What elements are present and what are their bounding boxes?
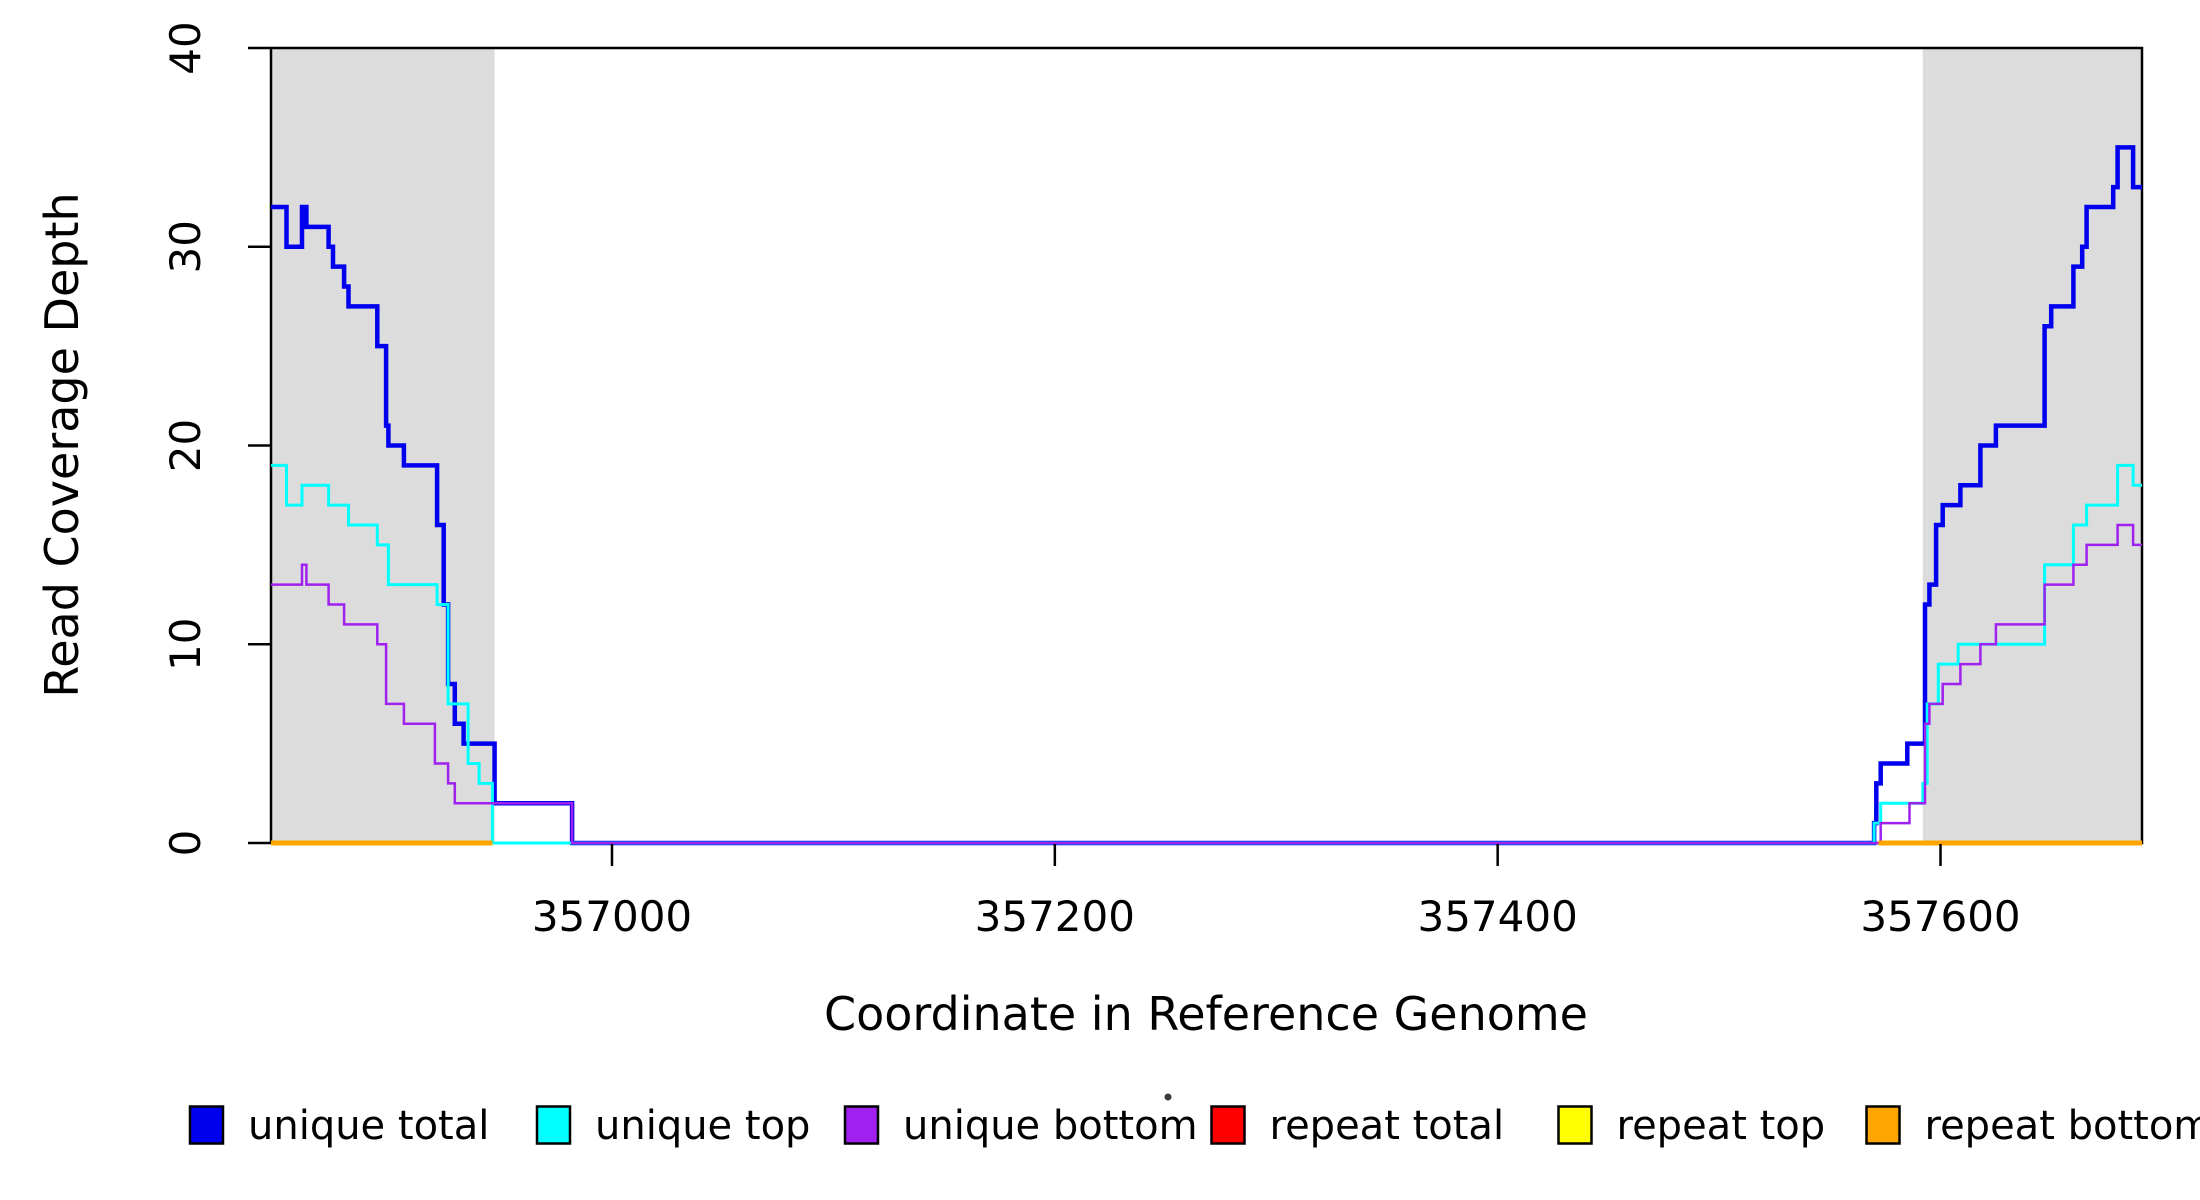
stray-dot xyxy=(1164,1093,1172,1101)
y-tick-label: 40 xyxy=(161,21,210,74)
x-axis-title: Coordinate in Reference Genome xyxy=(824,987,1588,1041)
legend-label: repeat total xyxy=(1270,1103,1505,1149)
legend-label: unique bottom xyxy=(903,1103,1198,1149)
y-tick-label: 20 xyxy=(161,419,210,472)
legend-item-repeat-top: repeat top xyxy=(1557,1103,1826,1149)
y-tick-label: 0 xyxy=(161,830,210,857)
series-unique-top xyxy=(271,463,2142,845)
x-tick-label: 357200 xyxy=(975,892,1135,941)
plot-box-group xyxy=(269,46,2144,845)
legend-item-unique-top: unique top xyxy=(535,1103,810,1149)
x-tick-label: 357000 xyxy=(532,892,692,941)
y-axis-title: Read Coverage Depth xyxy=(35,192,89,697)
series-lines xyxy=(271,145,2142,846)
x-tick-label: 357600 xyxy=(1860,892,2020,941)
y-tick-label: 30 xyxy=(161,220,210,273)
legend-swatch-repeat-top xyxy=(1557,1105,1593,1145)
legend-label: repeat top xyxy=(1617,1103,1826,1149)
x-tick-label: 357400 xyxy=(1417,892,1577,941)
legend-label: unique total xyxy=(248,1103,489,1149)
legend-swatch-unique-total xyxy=(188,1105,225,1145)
legend-swatch-unique-bottom xyxy=(843,1105,880,1145)
legend-item-repeat-total: repeat total xyxy=(1210,1103,1505,1149)
legend-label: repeat bottom xyxy=(1925,1103,2200,1149)
legend-swatch-repeat-bottom xyxy=(1865,1105,1901,1145)
legend-swatch-unique-top xyxy=(535,1105,572,1145)
legend-label: unique top xyxy=(595,1103,810,1149)
legend-item-unique-bottom: unique bottom xyxy=(843,1103,1198,1149)
y-tick-label: 10 xyxy=(161,618,210,671)
legend: unique total unique top unique bottom repea… xyxy=(188,1103,2200,1149)
series-unique-total xyxy=(271,145,2142,846)
repeat-region-left xyxy=(271,48,495,843)
legend-swatch-repeat-total xyxy=(1210,1105,1246,1145)
series-unique-bottom xyxy=(271,523,2142,845)
plot-box xyxy=(269,46,2144,845)
shaded-regions xyxy=(271,48,2142,843)
legend-item-repeat-bottom: repeat bottom xyxy=(1865,1103,2200,1149)
repeat-region-right xyxy=(1922,48,2142,843)
legend-item-unique-total: unique total xyxy=(188,1103,489,1149)
axes: 357000 357200 357400 357600 0 10 20 30 40 xyxy=(161,21,2021,941)
